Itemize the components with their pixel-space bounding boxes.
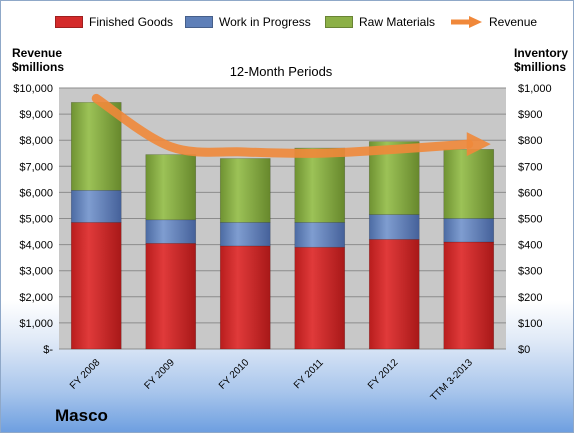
revenue-line-path [91, 93, 474, 158]
left-axis-title-line2: $millions [12, 60, 65, 74]
bar-segment-work-in-progress [294, 222, 346, 248]
left-tick-label: $5,000 [19, 214, 53, 226]
revenue-arrowhead [466, 132, 491, 157]
right-axis-title-line1: Inventory [514, 46, 569, 60]
left-tick-label: $3,000 [19, 266, 53, 278]
bar-segment-work-in-progress [70, 190, 122, 223]
right-tick-label: $900 [518, 109, 542, 121]
bar-segment-raw-materials [219, 158, 271, 223]
right-tick-label: $200 [518, 292, 542, 304]
bar-segment-finished-goods [145, 242, 197, 350]
left-tick-label: $2,000 [19, 292, 53, 304]
legend-label-raw-materials: Raw Materials [359, 15, 436, 29]
legend-item-finished-goods: Finished Goods [55, 15, 173, 29]
revenue-line [91, 93, 491, 158]
right-tick-label: $100 [518, 318, 542, 330]
legend-arrow-icon [451, 16, 482, 28]
x-tick-label: FY 2010 [217, 357, 252, 392]
right-tick-label: $700 [518, 161, 542, 173]
left-tick-label: $9,000 [19, 109, 53, 121]
bar-segment-finished-goods [368, 239, 420, 350]
right-tick-label: $800 [518, 135, 542, 147]
right-tick-label: $1,000 [518, 83, 552, 95]
left-axis-title: Revenue $millions [12, 46, 64, 74]
bar-segment-raw-materials [294, 147, 346, 223]
legend-swatch-work-in-progress [185, 16, 213, 28]
x-tick-label: TTM 3-2013 [429, 357, 476, 401]
legend-label-finished-goods: Finished Goods [89, 15, 174, 29]
legend-label-revenue: Revenue [489, 15, 538, 29]
bar-segment-finished-goods [443, 241, 495, 350]
company-name: Masco [55, 406, 108, 425]
legend-item-raw-materials: Raw Materials [325, 15, 435, 29]
x-tick-labels: FY 2008 FY 2009 FY 2010 FY 2011 FY 2012 TTM 3… [68, 357, 475, 401]
right-tick-label: $0 [518, 344, 530, 356]
left-tick-label: $- [43, 344, 53, 356]
legend-item-work-in-progress: Work in Progress [185, 15, 311, 29]
x-tick-label: FY 2008 [68, 357, 103, 392]
legend-item-revenue: Revenue [449, 15, 537, 29]
legend-label-work-in-progress: Work in Progress [219, 15, 311, 29]
right-tick-label: $500 [518, 214, 542, 226]
left-tick-label: $8,000 [19, 135, 53, 147]
bar-segment-work-in-progress [368, 214, 420, 240]
bar-segment-raw-materials [145, 154, 197, 221]
right-tick-label: $300 [518, 266, 542, 278]
legend: Finished Goods Work in Progress Raw Mate… [1, 15, 573, 33]
left-tick-label: $6,000 [19, 187, 53, 199]
bar-segment-work-in-progress [443, 218, 495, 243]
right-tick-labels: $0 $100 $200 $300 $400 $500 $600 $700 $800 $900 $1… [518, 83, 552, 356]
left-axis-title-line1: Revenue [12, 46, 63, 60]
x-tick-label: FY 2009 [142, 357, 177, 392]
bar-segment-raw-materials [70, 102, 122, 191]
x-tick-label: FY 2012 [366, 357, 401, 392]
legend-swatch-finished-goods [55, 16, 83, 28]
bar-segment-finished-goods [70, 222, 122, 350]
legend-swatch-raw-materials [325, 16, 353, 28]
bar-segment-work-in-progress [145, 219, 197, 244]
bar-segment-work-in-progress [219, 222, 271, 247]
bar-segment-finished-goods [219, 245, 271, 350]
left-tick-label: $7,000 [19, 161, 53, 173]
gridlines [59, 87, 506, 350]
bars [70, 102, 495, 350]
left-tick-label: $1,000 [19, 318, 53, 330]
chart-svg: $- $1,000 $2,000 $3,000 $4,000 $5,000 $6,000 $7… [13, 64, 552, 401]
bar-segment-finished-goods [294, 246, 346, 350]
x-tick-label: FY 2011 [292, 357, 326, 391]
right-axis-title: Inventory $millions [514, 46, 568, 74]
bar-segment-raw-materials [443, 149, 495, 219]
right-tick-label: $400 [518, 240, 542, 252]
left-tick-label: $4,000 [19, 240, 53, 252]
chart-subtitle: 12-Month Periods [230, 64, 333, 79]
right-axis-title-line2: $millions [514, 60, 567, 74]
right-tick-label: $600 [518, 187, 542, 199]
left-tick-labels: $- $1,000 $2,000 $3,000 $4,000 $5,000 $6,000 $7… [13, 83, 53, 356]
left-tick-label: $10,000 [13, 83, 53, 95]
